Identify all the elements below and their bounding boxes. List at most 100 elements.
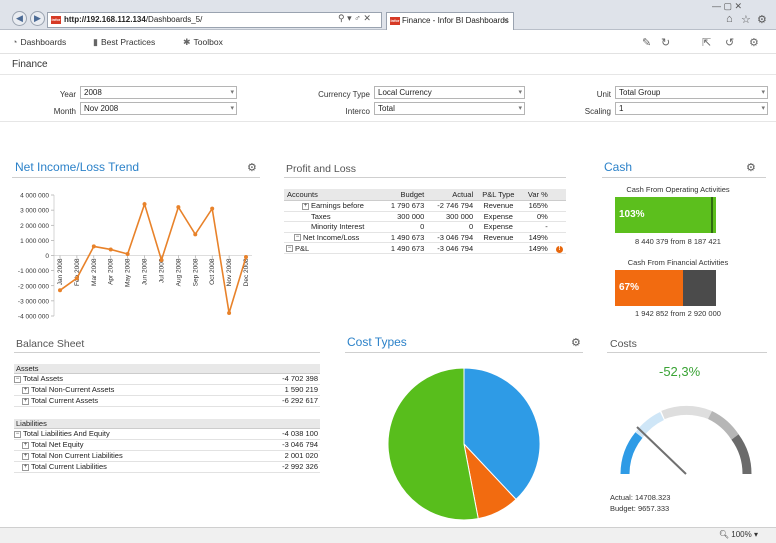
y-tick-label: -4 000 000 [18,314,49,321]
collapse-icon[interactable]: − [14,375,21,383]
assets-table: Assets − Total Assets -4 702 398 + Total No… [14,364,320,407]
gauge-arc-gray [707,410,739,440]
share-icon[interactable]: ⇱ [702,37,712,49]
undo-icon[interactable]: ↺ [725,37,735,49]
cash-financial-bar: 67% [615,270,716,306]
expand-icon[interactable]: + [302,202,309,210]
address-controls[interactable]: ⚲ ▾ ♂ ✕ [338,13,371,23]
settings-icon[interactable]: ⚙ [749,37,759,49]
star-icon[interactable]: ☆ [741,14,751,26]
collapse-icon[interactable]: − [286,245,293,253]
unit-label: Unit [596,90,611,99]
cash-financial-label: Cash From Financial Activities [627,258,729,267]
expand-icon[interactable]: + [22,441,29,449]
profit-loss-title: Profit and Loss [286,163,357,175]
address-bar[interactable]: infor http://192.168.112.134/Dashboards_… [47,12,382,28]
month-label: Month [53,107,76,116]
cash-financial-fill [615,270,683,306]
gauge-arc-blue [620,432,643,475]
data-point [159,258,164,263]
pl-header-actual: Actual [427,189,477,201]
liabilities-table: Liabilities − Total Liabilities And Equit… [14,419,320,473]
chevron-down-icon: ▾ [761,89,765,96]
gauge-arc-lightblue [635,411,665,438]
data-point [108,247,113,252]
tab-close-icon[interactable]: ✕ [502,16,509,25]
y-tick-label: 2 000 000 [20,223,49,230]
cash-financial-pct: 67% [619,282,640,293]
forward-icon[interactable]: ▶ [30,11,45,26]
menu-toolbox[interactable]: ✱ Toolbox [183,37,223,47]
year-select[interactable]: 2008 ▾ [80,86,237,99]
divider [602,177,766,178]
costs-budget: Budget: 9657.333 [610,504,670,513]
y-tick-label: 3 000 000 [20,208,49,215]
data-point [193,232,198,237]
x-tick-label: Jan 2008 [57,258,64,285]
pl-header-var: Var % [520,189,551,201]
x-tick-label: Feb 2008 [74,258,81,286]
back-icon[interactable]: ◀ [12,11,27,26]
cash-operating-summary: 8 440 379 from 8 187 421 [635,237,721,246]
costs-gauge [620,405,752,475]
costs-actual: Actual: 14708.323 [610,493,671,502]
chevron-down-icon: ▾ [230,89,234,96]
tab-favicon-icon: infor [390,17,400,25]
y-tick-label: 0 [45,253,49,260]
pl-header-accounts: Accounts [284,189,382,201]
currency-type-select[interactable]: Local Currency ▾ [374,86,525,99]
table-row: + Total Non-Current Assets 1 590 219 [14,385,320,396]
collapse-icon[interactable]: − [14,430,21,438]
pen-icon[interactable]: ✎ [642,37,652,49]
menu-bar: ◔ Dashboards ▮ Best Practices ✱ Toolbox ✎ ↻… [0,31,776,54]
expand-icon[interactable]: + [22,386,29,394]
interco-select[interactable]: Total ▾ [374,102,525,115]
x-tick-label: Nov 2008 [226,258,233,286]
page-title: Finance [12,59,48,70]
table-row: + Total Net Equity -3 046 794 [14,440,320,451]
url-path: /Dashboards_5/ [145,15,203,24]
data-point [210,206,215,211]
menu-best-practices[interactable]: ▮ Best Practices [93,37,156,47]
cash-operating-label: Cash From Operating Activities [626,185,730,194]
data-point [91,244,96,249]
divider [12,177,260,178]
gear-icon[interactable]: ⚙ [746,162,756,174]
gear-icon[interactable]: ⚙ [757,14,767,26]
data-point [227,310,232,315]
table-row: − Total Liabilities And Equity -4 038 100 [14,429,320,440]
chevron-down-icon: ▾ [761,105,765,112]
month-select[interactable]: Nov 2008 ▾ [80,102,237,115]
scaling-select[interactable]: 1 ▾ [615,102,768,115]
expand-icon[interactable]: + [22,397,29,405]
toolbox-icon: ✱ [183,37,191,47]
chevron-down-icon: ▾ [230,105,234,112]
y-tick-label: -1 000 000 [18,268,49,275]
home-icon[interactable]: ⌂ [726,13,733,25]
collapse-icon[interactable]: − [294,234,301,242]
pl-header-type: P&L Type [476,189,521,201]
favicon-icon: infor [51,16,61,24]
divider [345,352,583,353]
x-tick-label: Sep 2008 [192,258,199,286]
gear-icon[interactable]: ⚙ [571,337,581,349]
scaling-label: Scaling [584,107,611,116]
zoom-control[interactable]: 🔍︎ 100% ▾ [718,530,758,539]
table-row: − Net Income/Loss 1 490 673 -3 046 794 Reve… [284,232,566,243]
y-tick-label: 4 000 000 [20,193,49,200]
browser-tab[interactable]: infor Finance - Infor BI Dashboards ✕ [386,12,514,30]
pie-slice-2 [387,367,479,521]
expand-icon[interactable]: + [22,463,29,471]
gear-icon[interactable]: ⚙ [247,162,257,174]
expand-icon[interactable]: + [22,452,29,460]
menu-dashboards[interactable]: ◔ Dashboards [12,37,67,47]
unit-select[interactable]: Total Group ▾ [615,86,768,99]
table-row: Taxes 300 000 300 000 Expense 0% [284,211,566,222]
cash-operating-target [711,197,714,233]
gauge-needle [636,426,687,475]
window-controls[interactable]: — ▢ ✕ [712,1,743,11]
data-point [142,202,147,207]
x-tick-label: Jun 2008 [142,258,149,285]
x-tick-label: Dec 2008 [243,258,250,286]
refresh-icon[interactable]: ↻ [661,37,671,49]
